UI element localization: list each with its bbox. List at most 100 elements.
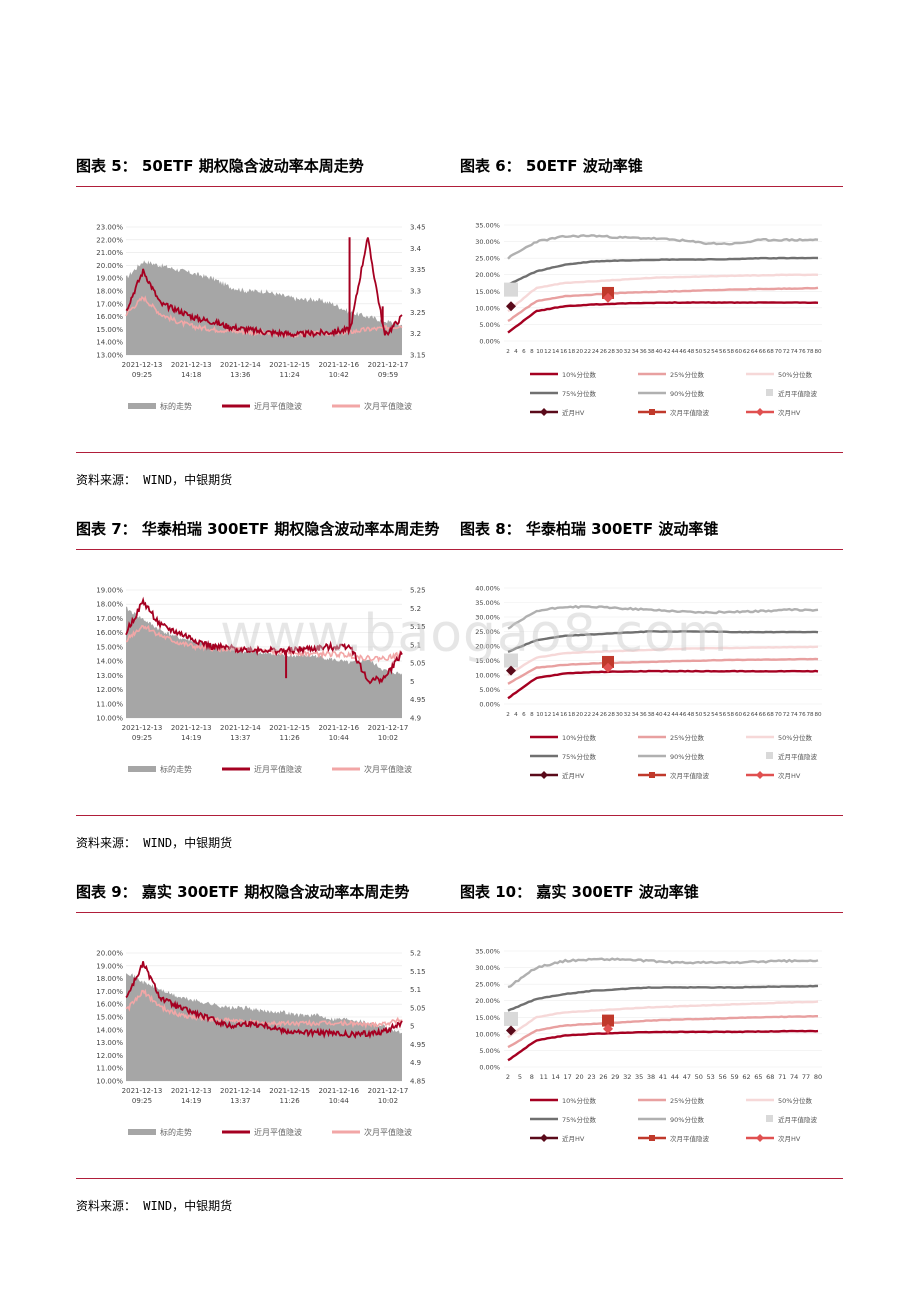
y-left-tick-label: 18.00% [96, 601, 123, 609]
x-tick-label: 42 [663, 349, 670, 355]
x-tick-label: 47 [683, 1073, 691, 1081]
y-tick-label: 10.00% [475, 1030, 500, 1038]
legend-label: 近月平值隐波 [778, 1115, 818, 1124]
legend-marker [649, 772, 655, 778]
legend-label: 标的走势 [160, 1127, 192, 1137]
x-tick-label: 64 [751, 712, 759, 718]
y-tick-label: 15.00% [475, 1014, 500, 1022]
x-tick-time: 09:25 [132, 371, 152, 379]
x-tick-date: 2021-12-13 [171, 361, 212, 369]
x-tick-label: 72 [783, 712, 790, 718]
next-atm-iv-marker [602, 655, 614, 668]
legend-label: 10%分位数 [562, 370, 596, 379]
legend-label: 近月平值隐波 [254, 401, 302, 411]
legend-label: 近月HV [562, 408, 585, 417]
section-divider [76, 1178, 843, 1179]
title-divider [76, 549, 843, 550]
next-hv-marker [603, 662, 613, 673]
x-tick-label: 40 [655, 712, 663, 718]
y-left-tick-label: 20.00% [96, 950, 123, 958]
x-tick-label: 14 [552, 1073, 560, 1081]
legend-label: 次月平值隐波 [364, 401, 412, 411]
figure-10-chart: 0.00% 5.00% 10.00% 15.00% 20.00% 25.00% 30.00%… [466, 941, 836, 1151]
x-tick-label: 28 [608, 712, 616, 718]
p90-line [507, 234, 819, 260]
y-tick-label: 15.00% [475, 288, 500, 296]
x-tick-label: 53 [707, 1073, 715, 1081]
y-left-tick-label: 17.00% [96, 300, 123, 308]
x-tick-label: 34 [632, 349, 640, 355]
legend-label: 标的走势 [160, 401, 192, 411]
near-month-iv-line [125, 961, 403, 1039]
legend-label: 25%分位数 [670, 370, 704, 379]
x-tick-label: 72 [783, 349, 790, 355]
x-tick-date: 2021-12-14 [220, 724, 261, 732]
figure-6-chart: 0.00% 5.00% 10.00% 15.00% 20.00% 25.00% 30.00%… [466, 215, 836, 425]
figure-10-title: 图表 10： 嘉实 300ETF 波动率锥 [460, 883, 699, 901]
y-left-tick-label: 13.00% [96, 672, 123, 680]
p75-line [507, 630, 819, 653]
y-left-tick-label: 15.00% [96, 326, 123, 334]
x-tick-label: 26 [600, 712, 608, 718]
x-tick-label: 52 [703, 349, 710, 355]
x-tick-label: 62 [743, 712, 750, 718]
cone-chart-svg: 0.00% 5.00% 10.00% 15.00% 20.00% 25.00% 30.00%… [475, 222, 822, 417]
x-tick-label: 80 [814, 1073, 822, 1081]
y-tick-label: 10.00% [475, 304, 500, 312]
x-tick-label: 32 [623, 1073, 631, 1081]
x-tick-label: 54 [711, 712, 719, 718]
near-hv-marker [506, 665, 516, 676]
legend-label: 75%分位数 [562, 389, 596, 398]
y-left-tick-label: 15.00% [96, 643, 123, 651]
y-left-tick-label: 18.00% [96, 288, 123, 296]
x-tick-label: 62 [743, 349, 750, 355]
legend-label: 10%分位数 [562, 733, 596, 742]
y-tick-label: 5.00% [479, 321, 500, 329]
y-left-tick-label: 23.00% [96, 224, 123, 232]
y-right-tick-label: 5.05 [410, 1004, 426, 1012]
cone-chart-svg: 0.00% 5.00% 10.00% 15.00% 20.00% 25.00% 30.00%… [475, 948, 822, 1144]
legend-label: 次月平值隐波 [670, 771, 710, 780]
x-tick-label: 18 [568, 712, 576, 718]
x-tick-label: 14 [552, 349, 560, 355]
near-month-iv-line [125, 596, 403, 685]
x-tick-label: 76 [799, 349, 807, 355]
next-atm-iv-marker [602, 1014, 614, 1027]
x-tick-label: 46 [679, 712, 687, 718]
near-atm-iv-marker [504, 1011, 518, 1026]
x-tick-date: 2021-12-16 [318, 361, 359, 369]
figure-5-chart: 13.00% 14.00% 15.00% 16.00% 17.00% 18.00% 19.0… [90, 215, 430, 435]
x-tick-time: 09:25 [132, 734, 152, 742]
y-tick-label: 35.00% [475, 599, 500, 607]
x-tick-label: 11 [540, 1073, 548, 1081]
y-tick-label: 25.00% [475, 981, 500, 989]
y-tick-label: 30.00% [475, 238, 500, 246]
figure-8-chart: 0.00% 5.00% 10.00% 15.00% 20.00% 25.00% 30.00%… [466, 578, 836, 788]
y-left-tick-label: 17.00% [96, 615, 123, 623]
y-right-tick-label: 5.2 [410, 950, 421, 958]
legend-label: 次月HV [778, 408, 801, 417]
near-hv-marker [506, 301, 516, 312]
x-tick-label: 50 [695, 349, 703, 355]
x-tick-label: 50 [695, 712, 703, 718]
x-tick-label: 32 [624, 712, 631, 718]
x-tick-label: 14 [552, 712, 560, 718]
y-tick-label: 20.00% [475, 271, 500, 279]
x-tick-time: 10:44 [329, 734, 350, 742]
x-tick-label: 38 [648, 349, 656, 355]
p10-line [507, 301, 819, 334]
x-tick-label: 28 [608, 349, 616, 355]
x-tick-label: 44 [671, 712, 679, 718]
y-tick-label: 35.00% [475, 222, 500, 230]
x-tick-label: 48 [687, 712, 695, 718]
x-tick-time: 11:26 [280, 734, 301, 742]
y-left-tick-label: 12.00% [96, 686, 123, 694]
legend-label: 50%分位数 [778, 370, 812, 379]
legend-label: 次月HV [778, 771, 801, 780]
figure-7-chart: 10.00% 11.00% 12.00% 13.00% 14.00% 15.00% 16.0… [90, 578, 430, 798]
x-tick-date: 2021-12-17 [368, 361, 409, 369]
x-tick-time: 11:24 [280, 371, 301, 379]
y-right-tick-label: 5.25 [410, 587, 426, 595]
y-tick-label: 5.00% [479, 686, 500, 694]
legend-label: 90%分位数 [670, 389, 704, 398]
